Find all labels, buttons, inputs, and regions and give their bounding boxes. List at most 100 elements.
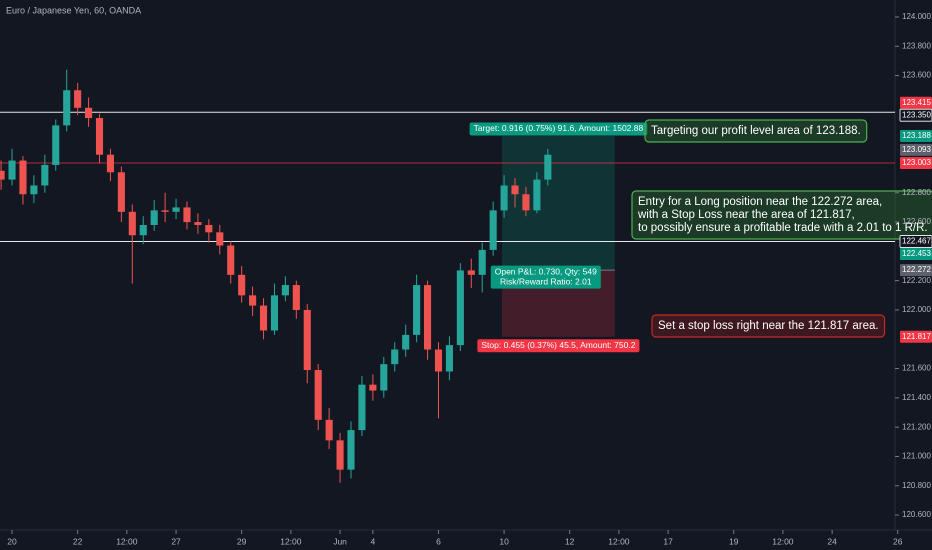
candle-body [63,90,71,126]
stop-label-text: Stop: 0.455 (0.37%) 45.5, Amount: 750.2 [481,340,635,350]
annotation-box [644,119,868,143]
price-badge [900,330,932,343]
candle-body [445,345,453,372]
candle-body [544,154,552,180]
price-badge-label: 121.817 [902,332,931,341]
stop-label-box [477,339,640,353]
y-tick-label: 123.600 [902,71,931,80]
annotation-box [631,190,932,240]
price-badge-label: 122.467 [902,237,931,246]
candle-body [423,285,432,350]
x-tick-label: 17 [663,536,673,546]
candle-body [478,249,486,275]
candle-body [161,210,169,212]
candle-body [413,285,421,335]
x-tick-label: Jun [333,536,347,546]
pnl-label-text: Risk/Reward Ratio: 2.01 [500,276,592,286]
x-tick-label: 4 [371,536,376,546]
y-tick-label: 121.400 [902,393,931,402]
price-badge [900,248,932,261]
price-badge [900,143,932,156]
candle-body [358,384,366,431]
price-badge [900,264,932,277]
candle-body [533,179,541,211]
pnl-label-box [490,265,601,289]
price-badge [900,96,932,109]
target-label-text: Target: 0.916 (0.75%) 91.6, Amount: 1502… [474,123,644,133]
x-tick-label: 27 [171,536,181,546]
profit-zone [502,135,615,271]
candle-body [106,154,114,173]
x-tick-label: 12 [565,536,575,546]
x-tick-label: 29 [237,536,247,546]
candle-body [522,194,530,211]
y-tick-label: 122.600 [902,217,931,226]
y-tick-label: 124.000 [902,12,931,21]
candle-body [489,210,497,250]
annotation-text: with a Stop Loss near the area of 121.81… [637,209,855,221]
x-tick-label: 6 [436,536,441,546]
annotation-text: Entry for a Long position near the 122.2… [638,196,882,208]
price-badge-label: 123.415 [902,98,931,107]
x-tick-label: 19 [729,536,739,546]
candle-body [74,90,82,108]
candle-body [19,160,27,195]
target-label-box [469,122,648,136]
y-tick-label: 122.200 [902,276,931,285]
price-badge-label: 122.272 [902,265,931,274]
annotation-text: to possibly ensure a profitable trade wi… [638,222,928,234]
price-badge [899,108,932,122]
y-tick-label: 120.600 [902,510,931,519]
y-tick-label: 123.800 [902,41,931,50]
x-tick-label: 24 [827,536,837,546]
y-tick-label: 122.800 [902,188,931,197]
price-badge-label: 123.003 [902,158,931,167]
chart-title: Euro / Japanese Yen, 60, OANDA [6,5,141,15]
y-tick-label: 121.200 [902,422,931,431]
candle-body [369,384,377,391]
candle-body [139,225,147,236]
price-badge-label: 123.093 [902,145,931,154]
candle-body [511,185,519,195]
candle-body [128,211,136,236]
candle-body [216,232,224,246]
candle-body [303,309,311,371]
candle-body [259,305,268,331]
candle-body [380,364,388,391]
candle-body [85,107,93,119]
y-tick-label: 121.000 [902,452,931,461]
y-tick-label: 122.000 [902,305,931,314]
candle-body [391,349,399,365]
price-badge-label: 123.188 [902,131,931,140]
stop-label: Stop: 0.455 (0.37%) 45.5, Amount: 750.2 [477,339,640,353]
price-badge-label: 122.453 [902,249,931,258]
y-tick-label: 120.800 [902,481,931,490]
annotation-text: Set a stop loss right near the 121.817 a… [658,320,879,332]
candle-body [281,285,289,296]
annotation-text: Targeting our profit level area of 123.1… [651,125,861,137]
price-badge-label: 123.350 [902,110,931,119]
candle-body [150,210,158,226]
price-badge [900,129,932,142]
candle-body [0,170,5,180]
candle-body [8,160,16,180]
candle-body [249,295,257,306]
price-badge [899,235,932,248]
pnl-label-text: Open P&L: 0.730, Qty: 549 [495,266,597,276]
candle-body [434,349,443,372]
candle-body [41,164,49,186]
candle-body [227,245,235,275]
annotation-box [651,314,886,338]
candle-body [183,207,191,223]
candle-body [500,185,508,211]
candle-body [52,125,60,165]
candle-body [456,270,464,346]
x-tick-label: 26 [893,536,903,546]
candle-body [270,295,279,331]
candle-body [172,207,180,212]
x-tick-label: 12:00 [280,536,302,546]
x-tick-label: 12:00 [772,536,794,546]
